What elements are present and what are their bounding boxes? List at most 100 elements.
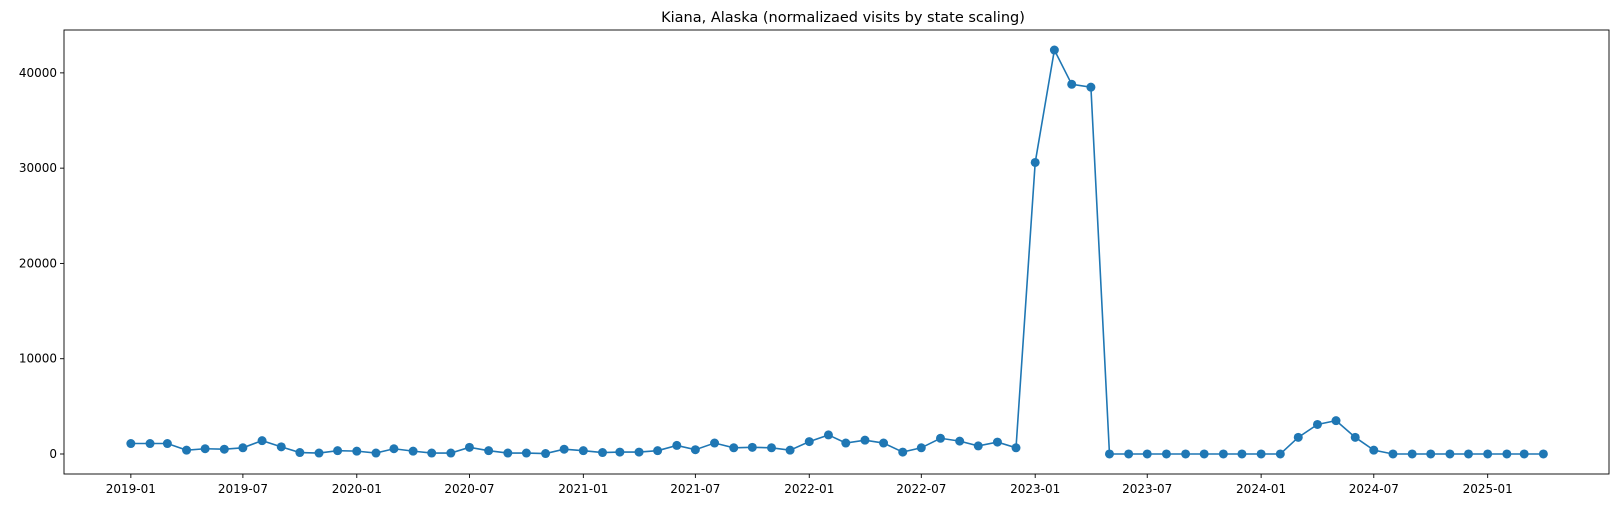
- plot-frame: [63, 29, 1610, 475]
- data-point: [1388, 449, 1398, 459]
- data-point: [162, 439, 172, 449]
- series-markers: [126, 45, 1548, 459]
- data-point: [1181, 449, 1191, 459]
- data-point: [257, 436, 267, 446]
- data-point: [690, 445, 700, 455]
- data-point: [521, 448, 531, 458]
- x-tick-label: 2023-07: [1122, 482, 1172, 496]
- data-point: [145, 439, 155, 449]
- data-point: [1369, 445, 1379, 455]
- x-tick-label: 2023-01: [1010, 482, 1060, 496]
- data-point: [823, 430, 833, 440]
- data-point: [1445, 449, 1455, 459]
- data-point: [219, 444, 229, 454]
- data-point: [973, 441, 983, 451]
- data-point: [653, 446, 663, 456]
- data-point: [1011, 443, 1021, 453]
- data-point: [1463, 449, 1473, 459]
- data-point: [1426, 449, 1436, 459]
- data-point: [1519, 449, 1529, 459]
- data-point: [1502, 449, 1512, 459]
- data-point: [238, 443, 248, 453]
- data-point: [295, 448, 305, 458]
- data-point: [1312, 419, 1322, 429]
- data-point: [634, 447, 644, 457]
- data-point: [615, 447, 625, 457]
- x-tick-label: 2022-01: [784, 482, 834, 496]
- chart-title: Kiana, Alaska (normalizaed visits by sta…: [661, 10, 1025, 26]
- data-point: [464, 442, 474, 452]
- x-tick-label: 2019-01: [106, 482, 156, 496]
- data-point: [389, 444, 399, 454]
- data-point: [1538, 449, 1548, 459]
- data-point: [314, 448, 324, 458]
- data-point: [1237, 449, 1247, 459]
- x-tick-label: 2020-07: [444, 482, 494, 496]
- data-point: [879, 438, 889, 448]
- data-point: [182, 445, 192, 455]
- data-point: [672, 440, 682, 450]
- data-point: [1067, 79, 1077, 89]
- x-tick-label: 2024-01: [1236, 482, 1286, 496]
- data-point: [747, 442, 757, 452]
- y-tick-label: 30000: [19, 161, 57, 175]
- y-tick-label: 0: [49, 447, 57, 461]
- data-point: [992, 437, 1002, 447]
- data-point: [935, 433, 945, 443]
- data-point: [1407, 449, 1417, 459]
- data-point: [916, 443, 926, 453]
- data-point: [767, 443, 777, 453]
- data-point: [1030, 157, 1040, 167]
- data-point: [955, 436, 965, 446]
- data-point: [371, 448, 381, 458]
- data-point: [1199, 449, 1209, 459]
- data-point: [446, 448, 456, 458]
- y-tick-label: 20000: [19, 256, 57, 270]
- data-point: [333, 446, 343, 456]
- data-point: [729, 443, 739, 453]
- x-tick-label: 2022-07: [896, 482, 946, 496]
- data-point: [352, 446, 362, 456]
- data-point: [276, 442, 286, 452]
- data-point: [860, 435, 870, 445]
- data-point: [1049, 45, 1059, 55]
- data-point: [1293, 432, 1303, 442]
- data-point: [1331, 416, 1341, 426]
- data-point: [578, 446, 588, 456]
- data-point: [1142, 449, 1152, 459]
- data-point: [804, 437, 814, 447]
- data-point: [1256, 449, 1266, 459]
- data-point: [785, 445, 795, 455]
- x-tick-label: 2020-01: [332, 482, 382, 496]
- data-point: [1275, 449, 1285, 459]
- data-point: [200, 444, 210, 454]
- x-tick-label: 2025-01: [1463, 482, 1513, 496]
- data-point: [1483, 449, 1493, 459]
- data-point: [484, 446, 494, 456]
- y-tick-label: 10000: [19, 352, 57, 366]
- data-point: [1124, 449, 1134, 459]
- data-point: [1104, 449, 1114, 459]
- y-axis: 0 10000 20000 30000 40000: [19, 66, 64, 461]
- data-point: [710, 438, 720, 448]
- x-tick-label: 2021-01: [558, 482, 608, 496]
- data-point: [1218, 449, 1228, 459]
- data-point: [559, 444, 569, 454]
- x-tick-label: 2019-07: [218, 482, 268, 496]
- x-tick-label: 2024-07: [1349, 482, 1399, 496]
- data-point: [898, 447, 908, 457]
- data-point: [1350, 432, 1360, 442]
- data-point: [408, 446, 418, 456]
- y-tick-label: 40000: [19, 66, 57, 80]
- data-point: [841, 438, 851, 448]
- data-point: [427, 448, 437, 458]
- data-point: [126, 439, 136, 449]
- data-point: [503, 448, 513, 458]
- data-point: [1086, 82, 1096, 92]
- data-point: [541, 449, 551, 459]
- data-point: [1161, 449, 1171, 459]
- x-axis: 2019-01 2019-07 2020-01 2020-07 2021-01 2021-…: [106, 474, 1513, 496]
- series-line: [130, 47, 1544, 455]
- data-point: [598, 448, 608, 458]
